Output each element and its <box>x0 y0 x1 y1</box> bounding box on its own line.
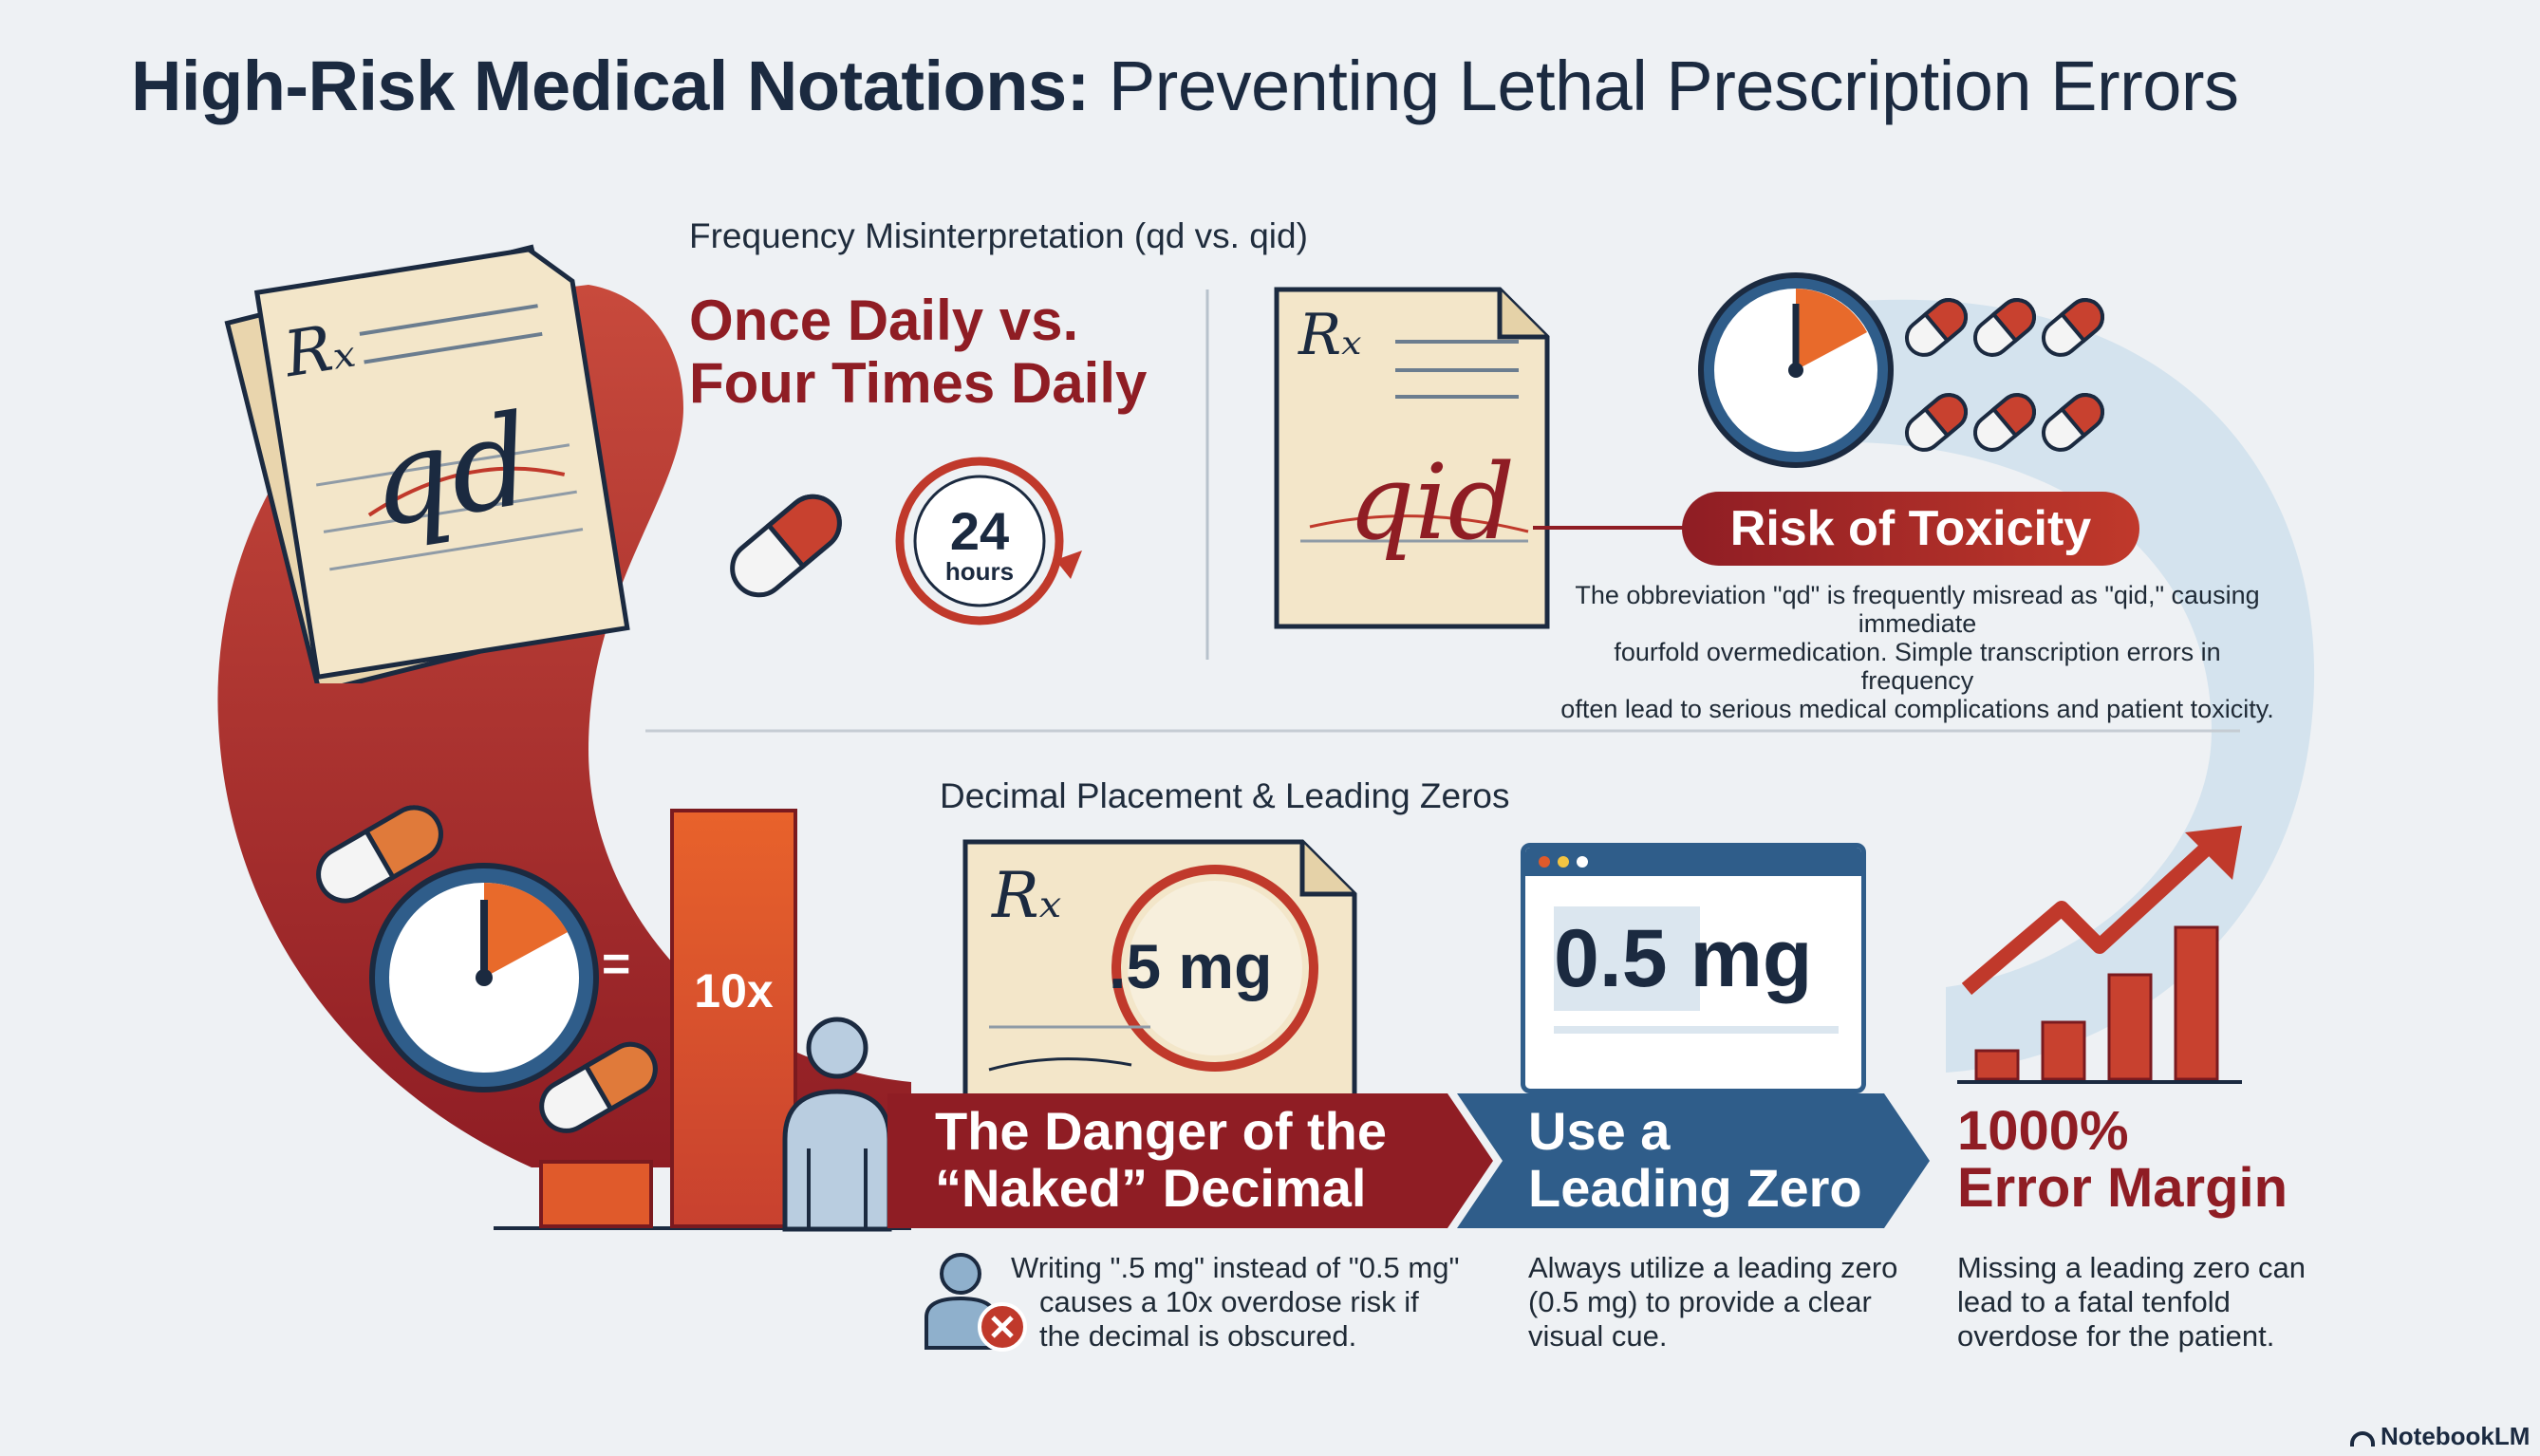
risk-of-toxicity-label: Risk of Toxicity <box>1729 501 2092 556</box>
toxicity-line-3: often lead to serious medical complicati… <box>1560 695 2274 723</box>
frequency-headline: Once Daily vs. Four Times Daily <box>689 289 1147 415</box>
window-line <box>1554 1026 1839 1034</box>
person-error-icon <box>924 1253 1027 1352</box>
notebooklm-label: NotebookLM <box>2381 1422 2531 1450</box>
clock-icon <box>1698 272 1894 468</box>
error-margin-description: Missing a leading zero can lead to a fat… <box>1957 1251 2306 1353</box>
leading-zero-window: 0.5 mg <box>1521 843 1866 1093</box>
margin-line-2: Error Margin <box>1957 1157 2288 1219</box>
prescription-qd-icon <box>224 244 630 683</box>
danger-banner-text: The Danger of the “Naked” Decimal <box>935 1103 1387 1217</box>
zero-desc-line-3: visual cue. <box>1528 1319 1668 1353</box>
window-dot-icon <box>1539 856 1550 868</box>
clock-large-icon <box>369 863 599 1092</box>
rx-symbol-right: Rₓ <box>1298 302 1362 368</box>
prescription-naked-decimal-icon <box>962 839 1357 1101</box>
24-hour-clock-icon <box>895 457 1082 625</box>
zero-line-2: Leading Zero <box>1528 1158 1862 1218</box>
qid-handwriting: qid <box>1348 441 1516 563</box>
error-margin-text: 1000% Error Margin <box>1957 1103 2288 1217</box>
equals-sign: = <box>602 937 631 992</box>
toxicity-line-2: fourfold overmedication. Simple transcri… <box>1614 638 2221 695</box>
danger-line-2: “Naked” Decimal <box>935 1158 1367 1218</box>
digit-highlight <box>1643 906 1700 1011</box>
prescription-qid-icon <box>1274 287 1550 629</box>
risk-of-toxicity-badge: Risk of Toxicity <box>1682 492 2139 566</box>
decimal-section-heading: Decimal Placement & Leading Zeros <box>940 776 1510 815</box>
tenfold-dose-bar <box>670 809 797 1228</box>
leading-zero-banner-shape <box>1457 1093 1930 1228</box>
margin-desc-line-2: lead to a fatal tenfold <box>1957 1285 2231 1318</box>
small-dose-bar <box>539 1160 653 1228</box>
notebooklm-logo-icon <box>2350 1431 2375 1447</box>
page-title: High-Risk Medical Notations: Preventing … <box>131 47 2239 125</box>
multiple-pills-icon <box>1904 298 2105 452</box>
danger-desc-line-3: the decimal is obscured. <box>1039 1319 1357 1353</box>
notebooklm-brand: NotebookLM <box>2350 1422 2530 1451</box>
clock-24-number: 24 <box>949 501 1010 561</box>
margin-desc-line-1: Missing a leading zero can <box>1957 1251 2307 1284</box>
pill-icon <box>730 494 842 598</box>
margin-line-1: 1000% <box>1957 1100 2129 1162</box>
tenfold-label: 10x <box>694 964 774 1017</box>
pill-upper-left-icon <box>316 805 443 904</box>
danger-line-1: The Danger of the <box>935 1101 1388 1161</box>
digit-highlight <box>1554 906 1647 1011</box>
headline-line-1: Once Daily vs. <box>689 289 1079 352</box>
rising-error-chart-icon <box>1957 826 2242 1084</box>
zero-desc-line-1: Always utilize a leading zero <box>1528 1251 1898 1284</box>
danger-desc-line-1: Writing ".5 mg" instead of "0.5 mg" <box>1011 1251 1460 1284</box>
rx-symbol-left: Rₓ <box>279 308 360 392</box>
toxicity-line-1: The obbreviation "qd" is frequently misr… <box>1575 581 2260 638</box>
naked-decimal-dose: .5 mg <box>1109 931 1273 1001</box>
toxicity-connector <box>1533 526 1704 530</box>
pill-lower-left-icon <box>539 1041 658 1133</box>
window-dot-icon <box>1558 856 1569 868</box>
leading-zero-banner-text: Use a Leading Zero <box>1528 1103 1862 1217</box>
danger-description: Writing ".5 mg" instead of "0.5 mg" caus… <box>1011 1251 1459 1353</box>
qd-handwriting: qd <box>359 386 542 557</box>
leading-zero-dose: 0.5 mg <box>1554 913 1813 1004</box>
zero-line-1: Use a <box>1528 1101 1671 1161</box>
zero-desc-line-2: (0.5 mg) to provide a clear <box>1528 1285 1872 1318</box>
danger-desc-line-2: causes a 10x overdose risk if <box>1039 1285 1419 1318</box>
danger-banner-shape <box>887 1093 1493 1228</box>
person-icon <box>782 1017 892 1232</box>
leading-zero-description: Always utilize a leading zero (0.5 mg) t… <box>1528 1251 1897 1353</box>
window-dot-icon <box>1577 856 1588 868</box>
rx-symbol-decimal: Rₓ <box>992 859 1062 932</box>
window-titlebar <box>1525 848 1861 876</box>
headline-line-2: Four Times Daily <box>689 351 1148 415</box>
frequency-section-heading: Frequency Misinterpretation (qd vs. qid) <box>689 216 1308 255</box>
margin-desc-line-3: overdose for the patient. <box>1957 1319 2275 1353</box>
clock-hours-label: hours <box>944 557 1015 586</box>
toxicity-description: The obbreviation "qd" is frequently misr… <box>1557 581 2278 723</box>
